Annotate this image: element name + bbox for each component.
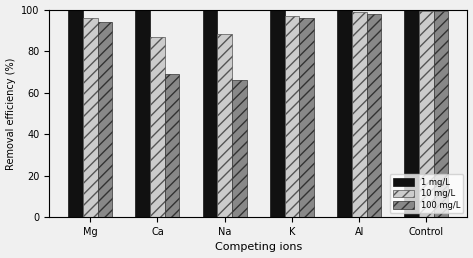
Bar (97, 22, 112, 217)
Bar (404, 10, 419, 217)
Bar (285, 16, 299, 217)
Bar (150, 37, 165, 217)
Bar (367, 14, 381, 217)
Bar (352, 12, 367, 217)
Y-axis label: Removal efficiency (%): Removal efficiency (%) (6, 57, 16, 170)
Bar (218, 35, 232, 217)
Bar (232, 80, 247, 217)
Bar (299, 18, 314, 217)
Bar (83, 18, 97, 217)
Bar (434, 11, 448, 217)
Bar (165, 74, 179, 217)
Bar (135, 10, 150, 217)
Bar (419, 11, 434, 217)
X-axis label: Competing ions: Competing ions (215, 243, 302, 252)
Bar (203, 10, 218, 217)
Bar (270, 10, 285, 217)
Bar (337, 10, 352, 217)
Legend: 1 mg/L, 10 mg/L, 100 mg/L: 1 mg/L, 10 mg/L, 100 mg/L (390, 174, 463, 213)
Bar (68, 10, 83, 217)
